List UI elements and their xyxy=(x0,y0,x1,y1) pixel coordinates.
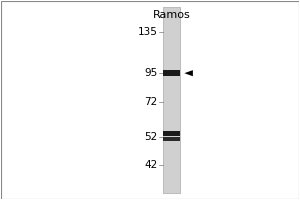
Bar xyxy=(164,7,180,193)
Text: 135: 135 xyxy=(138,27,158,37)
Text: 52: 52 xyxy=(144,132,158,142)
Text: 95: 95 xyxy=(144,68,158,78)
Text: 72: 72 xyxy=(144,97,158,107)
Bar xyxy=(164,70,180,76)
Text: 42: 42 xyxy=(144,160,158,170)
Bar xyxy=(164,131,180,136)
Text: Ramos: Ramos xyxy=(153,10,190,20)
Polygon shape xyxy=(184,70,193,76)
Bar xyxy=(164,137,180,141)
